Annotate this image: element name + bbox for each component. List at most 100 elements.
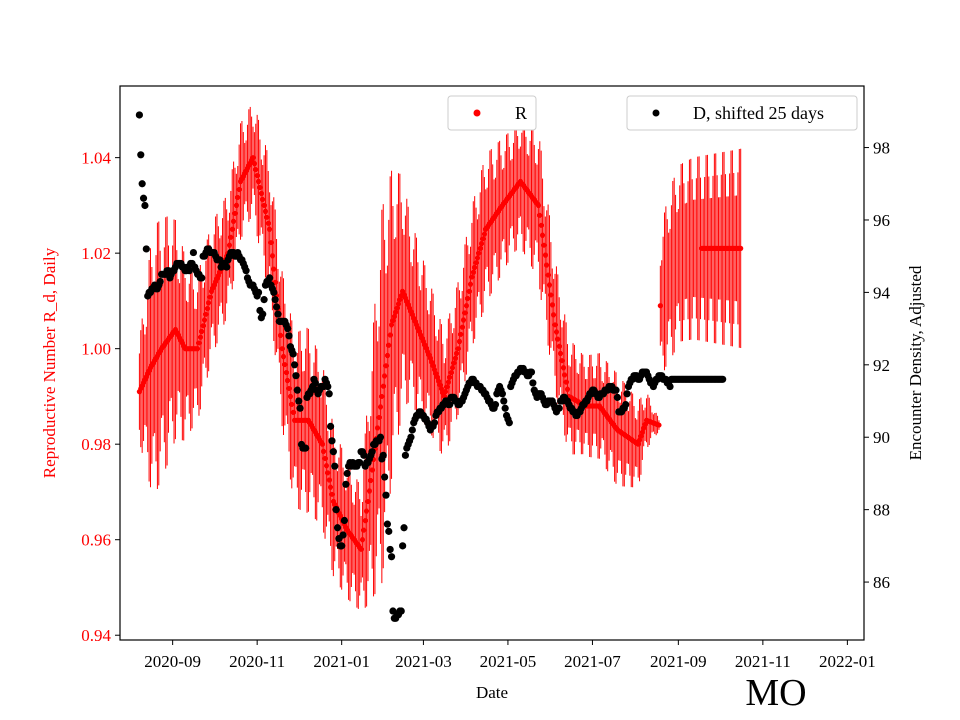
d-point [612,386,620,394]
r-point [388,322,395,328]
right-y-tick-label: 96 [873,211,890,230]
r-point [232,210,238,216]
r-point [321,448,327,454]
left-y-tick-label: 0.96 [81,531,111,550]
d-point [491,401,500,409]
d-point [501,404,509,412]
r-point [267,226,273,232]
d-point [302,444,310,452]
r-point [545,272,551,278]
d-point [285,332,293,340]
r-point [203,311,209,317]
r-point [375,425,381,431]
d-point [326,422,335,430]
r-point [286,385,292,392]
r-point [386,342,392,348]
d-point [446,401,454,409]
left-y-axis-ticks: 0.94 0.96 0.98 1.00 1.02 1.04 [81,149,120,645]
d-point [340,516,349,525]
r-point [261,202,267,208]
r-point [361,527,367,533]
r-point [556,343,562,349]
r-point [199,328,205,335]
r-point [460,317,467,323]
r-point [397,297,403,303]
r-point [362,518,368,524]
r-point [382,373,388,379]
r-point [454,350,460,357]
d-point [198,274,206,282]
d-point [622,401,630,409]
r-point [329,491,335,497]
d-point [189,248,198,257]
r-point [325,470,331,476]
d-point [292,372,300,380]
r-point [380,383,386,389]
r-point [467,281,474,287]
r-point [395,301,402,307]
state-label: MO [745,672,806,714]
x-axis-label: Date [476,683,508,702]
d-point [260,296,268,304]
r-point [383,363,389,369]
d-point [293,386,301,394]
r-point [562,372,568,378]
d-point [139,194,148,202]
r-point [253,166,259,173]
r-point [364,508,370,514]
r-point [560,365,566,371]
r-point [196,340,202,346]
r-point [206,300,212,306]
r-point [358,546,364,552]
d-point [242,267,250,275]
r-point [479,241,485,247]
r-point [194,346,201,352]
d-point [343,469,351,478]
r-point [200,323,206,329]
legend-d-box [626,95,858,131]
d-series-points [135,111,727,622]
r-point [553,329,560,335]
r-point [319,441,325,447]
r-point [207,294,213,300]
r-point [559,358,565,364]
x-tick-label: 2021-07 [564,652,621,671]
r-point [539,232,546,238]
r-point [476,250,482,256]
r-point [549,302,555,308]
r-point [283,369,289,376]
d-point [342,480,350,488]
r-point [231,218,237,224]
right-y-tick-label: 88 [873,501,890,520]
r-point [257,184,263,191]
left-y-axis-label: Reproductive Number R_d, Daily [40,247,59,478]
r-point [322,455,328,462]
x-tick-label: 2021-01 [313,652,370,671]
d-point [328,437,336,445]
legend-r-marker [473,109,481,117]
left-y-tick-label: 1.00 [81,340,111,359]
d-point [311,379,319,387]
d-point [254,288,263,296]
right-y-axis-ticks: 86 88 90 92 94 96 98 [864,139,891,592]
d-point [296,404,304,412]
r-point [289,401,295,407]
r-point [557,350,564,357]
d-point [368,448,376,456]
r-point [456,338,463,345]
x-tick-label: 2021-11 [735,652,791,671]
d-point [338,542,346,550]
r-point [365,498,371,505]
r-point [448,369,454,376]
r-point [326,477,332,483]
d-point [331,462,339,470]
r-point [250,155,256,161]
d-point [339,531,347,539]
d-point [270,288,278,296]
right-y-axis-label: Encounter Density, Adjusted [906,265,925,460]
d-point [185,267,193,275]
x-tick-label: 2021-03 [395,652,452,671]
r-point [465,295,471,302]
r-point [466,288,472,294]
r-point [387,332,393,338]
